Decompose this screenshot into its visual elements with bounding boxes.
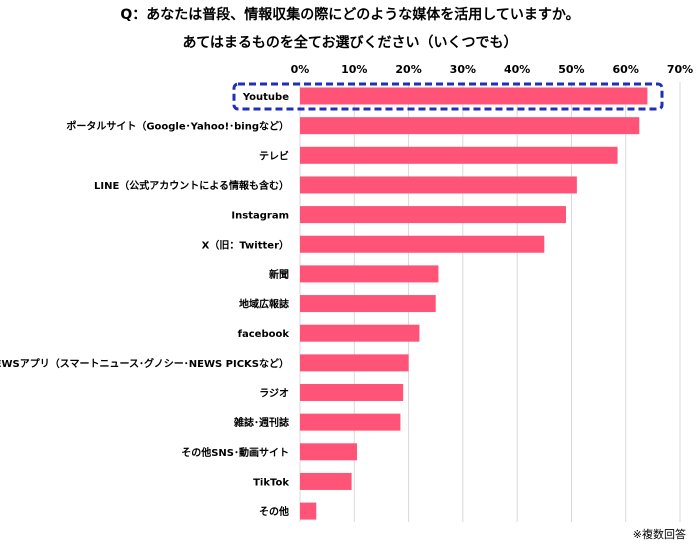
chart-subtitle: あてはまるものを全てお選びください（いくつでも）: [182, 35, 518, 51]
x-tick-label: 50%: [558, 63, 584, 76]
category-label: NEWSアプリ（スマートニュース･グノシー･NEWS PICKSなど）: [0, 357, 289, 370]
category-label: TikTok: [253, 477, 289, 488]
category-label: Youtube: [242, 92, 289, 103]
category-label: LINE（公式アカウントによる情報も含む）: [94, 179, 289, 192]
bar: [300, 146, 618, 164]
bar: [300, 295, 436, 313]
category-label: facebook: [238, 329, 290, 340]
bar: [300, 265, 439, 283]
category-label: 雑誌･週刊誌: [233, 416, 289, 429]
category-label: ポータルサイト（Google･Yahoo!･bingなど）: [66, 120, 289, 133]
bar: [300, 176, 577, 194]
x-tick-label: 70%: [667, 63, 693, 76]
bar: [300, 413, 401, 431]
footnote: ※複数回答: [632, 528, 686, 541]
category-label: その他SNS･動画サイト: [181, 446, 289, 459]
bar: [300, 354, 409, 372]
category-label: Instagram: [231, 211, 289, 222]
bar: [300, 206, 566, 224]
category-label: その他: [259, 505, 289, 518]
category-label: 新聞: [269, 268, 289, 281]
bar: [300, 502, 317, 520]
bar: [300, 117, 640, 135]
x-tick-label: 0%: [291, 63, 310, 76]
x-tick-label: 30%: [450, 63, 476, 76]
highlight-box: [232, 82, 664, 111]
bar: [300, 87, 648, 105]
bar: [300, 384, 404, 401]
x-tick-label: 40%: [504, 63, 530, 76]
bar: [300, 235, 545, 253]
bar: [300, 324, 420, 342]
bar: [300, 472, 352, 490]
category-label: ラジオ: [259, 388, 289, 400]
x-tick-label: 60%: [613, 63, 639, 76]
chart-title: Q：あなたは普段、情報収集の際にどのような媒体を活用していますか。: [120, 7, 580, 23]
bar: [300, 443, 357, 461]
category-label: 地域広報誌: [239, 298, 289, 311]
category-label: X（旧：Twitter）: [202, 238, 289, 251]
x-tick-label: 20%: [395, 63, 421, 76]
x-tick-label: 10%: [341, 63, 367, 76]
category-label: テレビ: [259, 149, 289, 162]
